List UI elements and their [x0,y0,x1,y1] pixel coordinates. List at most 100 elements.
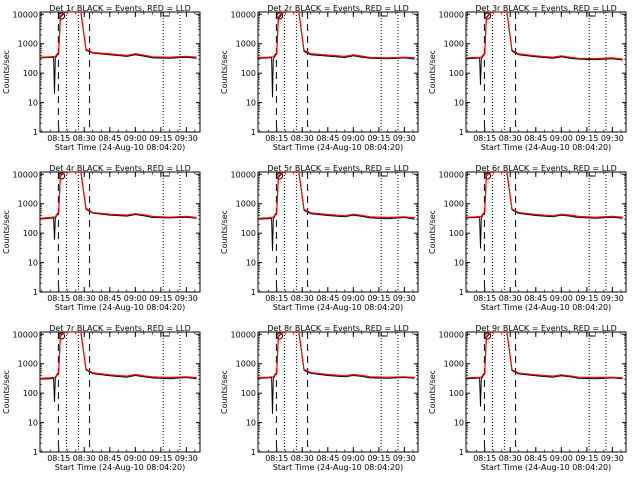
flare-marker [58,332,66,340]
x-tick-label: 08:30 [291,294,314,303]
bracket-marker [162,172,170,177]
x-axis-label: Start Time (24-Aug-10 08:04:20) [481,143,612,152]
detector-panel: 1 10 100 1000 10000 08:15 08:30 08:45 09:00 09:15… [220,324,419,472]
panel-title: Det 1r BLACK = Events, RED = LLD [49,4,191,13]
panel-title: Det 4r BLACK = Events, RED = LLD [49,164,191,173]
y-tick-label: 1000 [236,40,256,49]
y-tick-label: 10000 [13,10,38,19]
plot-frame [257,171,419,293]
y-tick-label: 10 [454,259,464,268]
y-tick-label: 1000 [18,360,38,369]
y-tick-label: 10 [28,419,38,428]
bracket-marker [162,12,170,17]
y-tick-label: 1 [459,288,464,297]
x-tick-label: 09:15 [149,454,172,463]
events-series-line [258,172,415,251]
y-axis-label: Counts/sec [220,370,229,414]
x-tick-label: 09:30 [601,134,624,143]
x-tick-label: 08:15 [47,454,70,463]
x-tick-label: 09:00 [550,454,573,463]
y-tick-label: 1 [251,448,256,457]
y-tick-label: 10000 [231,330,256,339]
y-tick-label: 1 [459,448,464,457]
y-tick-label: 1000 [444,200,464,209]
y-tick-label: 1 [251,288,256,297]
y-tick-label: 1000 [236,200,256,209]
x-tick-label: 08:30 [499,294,522,303]
y-tick-label: 10000 [439,10,464,19]
detector-panel: 1 10 100 1000 10000 08:15 08:30 08:45 09:00 09:15… [428,164,627,312]
x-tick-label: 08:15 [473,454,496,463]
y-tick-label: 10 [246,99,256,108]
flare-marker [58,172,66,180]
bracket-marker [588,172,596,177]
y-tick-label: 10000 [13,330,38,339]
plot-frame [39,331,201,453]
lld-series-line [40,12,197,58]
bracket-marker [380,172,388,177]
series-group [40,172,197,240]
x-tick-label: 08:15 [265,134,288,143]
y-tick-label: 1000 [444,360,464,369]
y-tick-label: 10 [246,419,256,428]
series-group [258,12,415,98]
x-tick-label: 09:00 [124,454,147,463]
x-tick-label: 08:45 [98,294,121,303]
y-axis-label: Counts/sec [2,210,11,254]
flare-marker [276,172,284,180]
bracket-marker [380,332,388,337]
y-tick-label: 1000 [444,40,464,49]
lld-series-line [466,332,623,379]
series-group [258,172,415,251]
y-axis-label: Counts/sec [428,50,437,94]
y-tick-label: 1 [459,128,464,137]
bracket-marker [162,332,170,337]
flare-marker [484,332,492,340]
y-tick-label: 10000 [439,330,464,339]
bracket-marker [588,12,596,17]
y-tick-label: 1000 [18,200,38,209]
x-tick-label: 09:30 [393,294,416,303]
events-series-line [40,12,197,94]
x-tick-label: 08:15 [473,294,496,303]
series-group [466,332,623,407]
panel-title: Det 6r BLACK = Events, RED = LLD [475,164,617,173]
lld-series-line [258,332,415,379]
x-axis-label: Start Time (24-Aug-10 08:04:20) [55,303,186,312]
x-tick-label: 09:30 [175,454,198,463]
x-tick-label: 08:45 [98,134,121,143]
x-tick-label: 08:15 [47,134,70,143]
y-tick-label: 100 [23,229,38,238]
y-tick-label: 1000 [236,360,256,369]
y-axis-label: Counts/sec [2,50,11,94]
x-axis-label: Start Time (24-Aug-10 08:04:20) [55,463,186,472]
plot-frame [465,11,627,133]
y-tick-label: 1 [33,288,38,297]
lld-series-line [40,332,197,379]
x-tick-label: 09:00 [124,294,147,303]
panel-title: Det 2r BLACK = Events, RED = LLD [267,4,409,13]
flare-marker [58,12,66,20]
events-series-line [258,332,415,414]
series-group [258,332,415,414]
detector-panel: 1 10 100 1000 10000 08:15 08:30 08:45 09:00 09:15… [2,164,201,312]
y-tick-label: 1 [33,128,38,137]
y-tick-label: 10 [28,99,38,108]
y-tick-label: 10000 [231,170,256,179]
x-tick-label: 09:30 [175,294,198,303]
y-tick-label: 10000 [439,170,464,179]
x-tick-label: 08:30 [73,454,96,463]
x-tick-label: 09:15 [575,134,598,143]
x-tick-label: 08:45 [316,294,339,303]
y-tick-label: 10 [454,419,464,428]
y-tick-label: 100 [449,229,464,238]
flare-marker [484,12,492,20]
x-tick-label: 08:15 [473,134,496,143]
x-axis-label: Start Time (24-Aug-10 08:04:20) [273,463,404,472]
x-tick-label: 08:45 [524,454,547,463]
panel-title: Det 8r BLACK = Events, RED = LLD [267,324,409,333]
plot-frame [39,171,201,293]
x-tick-label: 08:45 [524,134,547,143]
detector-panel: 1 10 100 1000 10000 08:15 08:30 08:45 09:00 09:15… [428,4,627,152]
x-tick-label: 09:15 [149,294,172,303]
